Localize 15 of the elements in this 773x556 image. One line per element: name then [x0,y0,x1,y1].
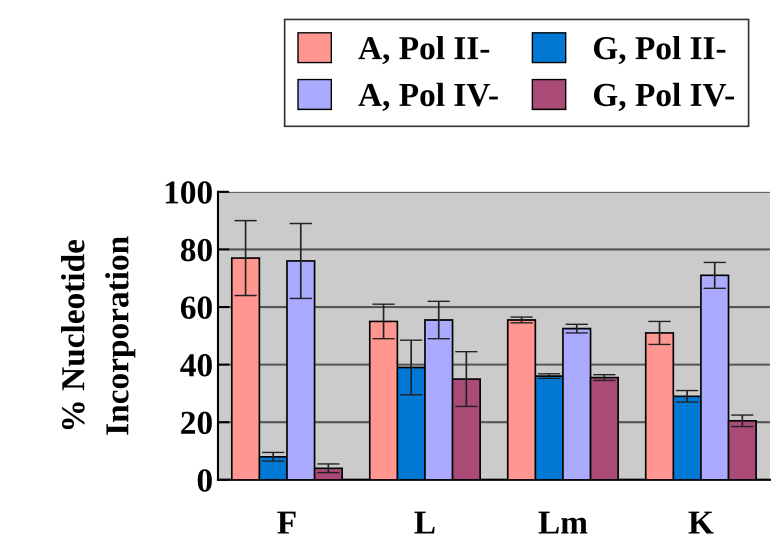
y-tick-label: 40 [180,354,212,377]
legend-label: G, Pol II- [594,36,726,64]
x-tick-label: L [414,512,435,534]
x-tick-label: K [688,512,714,534]
legend-label: G, Pol IV- [594,82,734,112]
x-tick-label: Lm [538,512,588,534]
legend-label: A, Pol IV- [358,82,498,112]
x-tick-label: F [277,512,296,534]
legend-label: A, Pol II- [358,36,490,64]
y-tick-label: 60 [180,296,212,319]
y-axis-title: % Nucleotide Incorporation [61,236,136,435]
y-tick-label: 20 [181,412,212,434]
y-tick-label: 80 [180,238,212,262]
y-tick-label: 100 [166,181,212,204]
y-tick-label: 0 [198,469,212,492]
